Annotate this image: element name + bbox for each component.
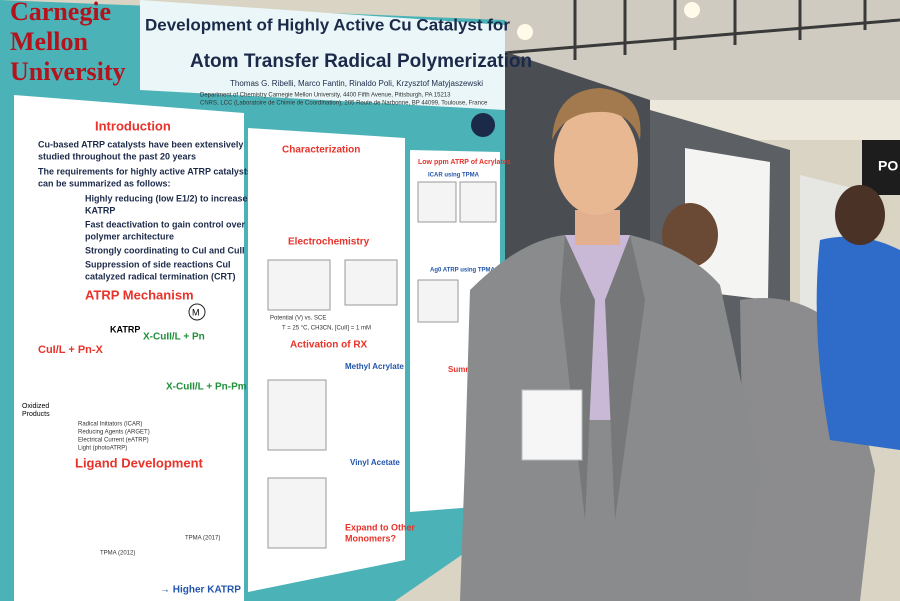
sign xyxy=(862,140,900,195)
person-head xyxy=(835,185,885,245)
face xyxy=(554,105,638,215)
activator: Electrical Current (eATRP) xyxy=(78,438,149,444)
mechanism-bottom: X-CuII/L + Pn-Pm xyxy=(166,382,247,393)
expand: Expand to Other xyxy=(345,522,416,532)
activator: Light (photoATRP) xyxy=(78,446,127,452)
oxidized: Products xyxy=(22,411,50,418)
conditions: T = 25 °C, CH3CN, [CuII] = 1 mM xyxy=(282,326,371,332)
intro-text: The requirements for highly active ATRP … xyxy=(38,166,252,176)
heading: Characterization xyxy=(282,145,360,156)
poster-title-band xyxy=(140,0,505,110)
university: Carnegie xyxy=(10,0,111,26)
intro-text: can be summarized as follows: xyxy=(38,178,171,188)
plot xyxy=(267,379,327,451)
intro-text: studied throughout the past 20 years xyxy=(38,151,196,161)
lapel xyxy=(560,235,595,520)
monomer-label: Vinyl Acetate xyxy=(350,458,400,467)
bullet: Strongly coordinating to CuI and CuII xyxy=(85,245,245,255)
poster-title: Atom Transfer Radical Polymerization xyxy=(190,51,532,72)
ligand-label: TPMA (2017) xyxy=(185,536,220,542)
heading: Activation of RX xyxy=(290,340,368,351)
heading: Introduction xyxy=(95,118,171,133)
monomer-label: Methyl Acrylate xyxy=(345,362,404,371)
background-poster xyxy=(685,148,770,300)
monomer: M xyxy=(192,307,200,317)
ligand-footer: → Higher KATRP xyxy=(160,585,241,596)
cv-plot xyxy=(344,259,398,306)
plot xyxy=(267,477,327,549)
logo xyxy=(471,113,495,137)
neck xyxy=(575,210,620,245)
mechanism-right: X-CuII/L + Pn xyxy=(143,332,205,343)
poster-title: Development of Highly Active Cu Catalyst… xyxy=(145,15,510,34)
bullet: Highly reducing (low E1/2) to increase xyxy=(85,193,248,203)
axis-label: Potential (V) vs. SCE xyxy=(270,316,326,322)
affiliation: Department of Chemistry Carnegie Mellon … xyxy=(200,93,451,99)
activator: Radical Initiators (ICAR) xyxy=(78,422,142,428)
mechanism-left: CuI/L + Pn-X xyxy=(38,344,104,356)
subheading: Ag0 ATRP using TPMA xyxy=(430,268,496,274)
sign-text: PO xyxy=(878,158,898,174)
university: University xyxy=(10,57,126,86)
person-blue-shirt xyxy=(816,236,900,450)
trusses xyxy=(479,0,900,60)
bullet: catalyzed radical termination (CRT) xyxy=(85,271,236,281)
lapel xyxy=(605,235,645,520)
university: Mellon xyxy=(10,27,89,56)
ligand-label: TPMA (2012) xyxy=(100,551,135,557)
heading: Summary xyxy=(448,365,485,374)
ceiling-light xyxy=(517,24,533,40)
subheading: ICAR using TPMA xyxy=(428,173,480,179)
bullet: polymer architecture xyxy=(85,231,174,241)
cv-plot xyxy=(267,259,331,311)
hair xyxy=(552,88,641,140)
plot xyxy=(417,279,459,323)
intro-text: Cu-based ATRP catalysts have been extens… xyxy=(38,139,243,149)
heading: Low ppm ATRP of Acrylates xyxy=(418,159,511,166)
ceiling-light xyxy=(684,2,700,18)
activator: Reducing Agents (ARGET) xyxy=(78,430,150,436)
panel xyxy=(248,128,405,592)
heading: ATRP Mechanism xyxy=(85,287,194,302)
bullet: Suppression of side reactions CuI xyxy=(85,259,231,269)
plot xyxy=(459,181,497,223)
oxidized: Oxidized xyxy=(22,403,49,410)
panel xyxy=(14,95,244,601)
bullet: KATRP xyxy=(85,205,115,215)
monomer-circle xyxy=(188,303,206,321)
affiliation: CNRS, LCC (Laboratoire de Chimie de Coor… xyxy=(200,101,488,107)
expand: Monomers? xyxy=(345,533,396,543)
plot xyxy=(417,181,457,223)
person-hair xyxy=(662,203,718,267)
k-atrp: KATRP xyxy=(110,324,140,334)
name-badge xyxy=(521,389,583,461)
heading: Ligand Development xyxy=(75,455,204,470)
authors: Thomas G. Ribelli, Marco Fantin, Rinaldo… xyxy=(230,79,483,88)
heading: Electrochemistry xyxy=(288,237,370,248)
bullet: Fast deactivation to gain control over xyxy=(85,219,246,229)
